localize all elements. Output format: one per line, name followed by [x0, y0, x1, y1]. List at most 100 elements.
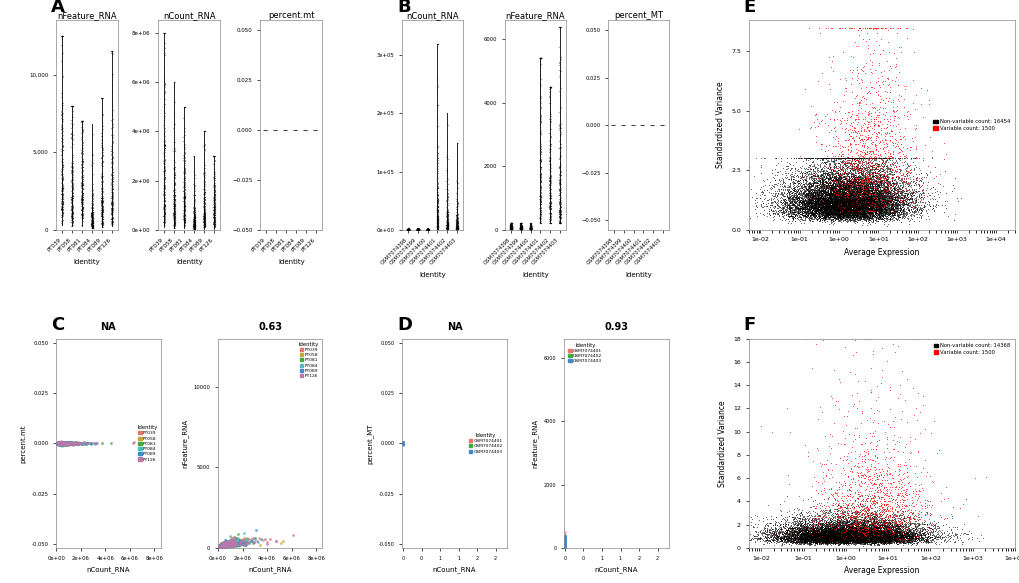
Point	[816, 203, 833, 212]
Point	[820, 535, 837, 544]
Point	[828, 194, 845, 203]
Point	[857, 538, 873, 547]
Point	[818, 534, 835, 543]
Point	[846, 202, 862, 212]
Point	[886, 138, 902, 147]
Point	[832, 202, 848, 211]
Point	[832, 520, 848, 529]
Point	[85, 203, 101, 213]
Point	[809, 188, 825, 198]
Point	[844, 170, 860, 180]
Point	[800, 535, 816, 545]
Point	[843, 215, 859, 224]
Point	[832, 529, 848, 539]
Point	[95, 196, 111, 205]
Point	[852, 184, 868, 193]
Point	[845, 181, 861, 191]
Point	[827, 177, 844, 186]
Point	[799, 535, 815, 545]
Point	[216, 539, 232, 549]
Point	[801, 529, 817, 539]
Point	[802, 207, 818, 216]
Point	[886, 525, 902, 535]
Point	[217, 540, 233, 549]
Point	[868, 529, 884, 538]
Point	[798, 536, 814, 546]
Point	[895, 535, 911, 545]
Point	[838, 533, 854, 543]
Point	[826, 209, 843, 218]
Point	[850, 23, 866, 32]
Point	[864, 195, 880, 205]
Point	[852, 195, 868, 205]
Point	[878, 191, 895, 200]
Point	[901, 529, 917, 538]
Point	[869, 201, 886, 210]
Point	[874, 521, 891, 530]
Point	[909, 531, 925, 540]
Point	[185, 218, 202, 227]
Point	[811, 216, 827, 225]
Point	[556, 538, 573, 547]
Point	[206, 208, 222, 217]
Point	[52, 438, 68, 447]
Point	[155, 212, 171, 221]
Point	[834, 154, 850, 163]
Point	[875, 193, 892, 202]
Point	[823, 209, 840, 219]
Point	[874, 196, 891, 206]
Point	[888, 195, 904, 205]
Point	[824, 203, 841, 212]
Point	[842, 539, 858, 548]
Point	[828, 198, 845, 208]
Point	[64, 438, 81, 448]
Point	[832, 535, 848, 544]
Point	[841, 531, 857, 540]
Point	[532, 136, 548, 145]
Point	[811, 525, 827, 534]
Point	[206, 214, 222, 223]
Point	[556, 539, 573, 549]
Point	[820, 521, 837, 531]
Point	[827, 202, 844, 211]
Point	[848, 192, 864, 202]
Point	[828, 515, 845, 525]
Point	[907, 533, 923, 543]
Point	[541, 209, 557, 218]
Point	[438, 203, 454, 213]
Point	[826, 192, 843, 202]
Point	[832, 531, 848, 540]
Point	[220, 537, 236, 546]
Point	[854, 201, 870, 210]
Point	[60, 438, 76, 448]
Point	[944, 534, 960, 543]
Point	[845, 513, 861, 522]
Point	[448, 219, 465, 228]
Point	[835, 533, 851, 542]
Point	[858, 198, 874, 208]
Point	[835, 205, 851, 215]
Point	[824, 535, 841, 544]
Point	[850, 531, 866, 540]
Point	[165, 221, 181, 230]
Point	[874, 193, 891, 202]
Point	[827, 179, 844, 188]
Point	[207, 189, 223, 199]
Point	[550, 197, 567, 206]
Point	[789, 515, 805, 524]
Point	[841, 486, 857, 495]
Point	[815, 528, 832, 537]
Point	[866, 536, 882, 545]
Point	[905, 532, 921, 541]
Point	[502, 223, 519, 232]
Point	[889, 193, 905, 202]
Point	[816, 534, 833, 543]
Point	[791, 533, 807, 542]
Point	[829, 194, 846, 203]
Point	[845, 189, 861, 198]
Point	[843, 535, 859, 544]
Point	[64, 196, 81, 206]
Point	[881, 537, 898, 546]
Point	[777, 195, 794, 205]
Point	[805, 534, 821, 543]
